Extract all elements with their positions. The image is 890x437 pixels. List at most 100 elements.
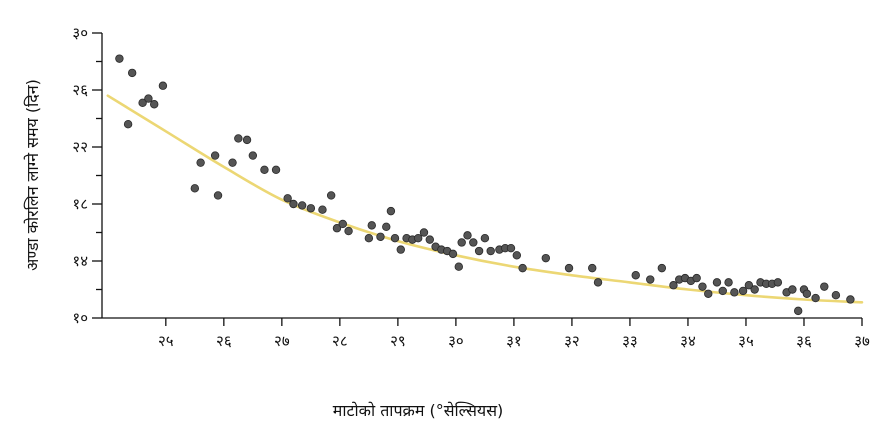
y-tick-label: २२ <box>72 138 88 156</box>
x-tick-label: ३३ <box>622 332 638 350</box>
data-point <box>480 233 490 243</box>
data-point <box>115 54 124 63</box>
data-point <box>228 158 237 167</box>
data-point <box>454 262 463 271</box>
data-point <box>793 306 803 316</box>
data-point <box>657 263 667 273</box>
data-point <box>564 263 574 273</box>
data-point <box>242 135 252 145</box>
trend-line <box>106 94 864 304</box>
data-point <box>382 222 391 231</box>
data-point <box>138 98 147 108</box>
data-point <box>588 263 597 273</box>
data-point <box>213 191 223 200</box>
data-point <box>413 233 423 243</box>
data-point <box>512 251 522 260</box>
x-tick-label: ३२ <box>564 332 580 350</box>
data-point <box>463 231 472 240</box>
data-point <box>196 158 205 167</box>
x-axis: २५ २६ २७ २८ २९ ३० ३१ ३२ ३३ ३४ ३५ ३६ ३७ <box>102 317 870 350</box>
data-point <box>396 245 405 254</box>
data-point <box>271 165 281 174</box>
data-point <box>326 191 336 200</box>
data-point <box>376 232 385 241</box>
data-point <box>289 199 298 209</box>
y-tick-label: १० <box>72 309 88 327</box>
data-point <box>248 151 258 160</box>
data-point <box>144 94 153 103</box>
data-point <box>750 285 759 294</box>
data-point <box>712 278 722 287</box>
data-point <box>718 286 727 296</box>
data-point <box>541 253 551 263</box>
y-tick-label: १८ <box>72 195 88 213</box>
data-point <box>744 281 754 290</box>
y-tick-label: ३० <box>72 24 88 42</box>
data-point <box>518 263 527 273</box>
data-point <box>631 271 640 280</box>
y-ticks: १० १४ १८ २२ २६ ३० <box>72 24 102 327</box>
y-tick-label: १४ <box>72 252 88 270</box>
data-point <box>210 151 220 160</box>
x-tick-label: ३० <box>448 332 464 350</box>
data-point <box>190 184 200 193</box>
y-tick-label: २६ <box>72 81 88 99</box>
data-point <box>344 226 353 236</box>
data-point <box>831 291 841 300</box>
data-point <box>646 275 655 284</box>
data-point <box>474 246 484 256</box>
data-point <box>332 224 342 233</box>
data-point <box>448 249 458 259</box>
data-point <box>669 281 678 290</box>
data-point <box>773 278 783 287</box>
data-points <box>115 54 855 316</box>
data-point <box>692 273 701 283</box>
data-point <box>469 238 478 247</box>
data-point <box>788 285 797 294</box>
data-point <box>158 81 168 90</box>
data-point <box>306 204 316 213</box>
data-point <box>419 228 429 237</box>
data-point <box>297 201 307 210</box>
data-point <box>730 288 739 297</box>
data-point <box>367 221 376 230</box>
data-point <box>811 293 820 303</box>
x-tick-label: ३६ <box>796 332 812 350</box>
x-tick-label: ३४ <box>680 332 696 350</box>
x-axis-title: माटोको तापक्रम (°सेल्सियस) <box>333 401 504 420</box>
x-tick-label: २७ <box>274 332 290 350</box>
data-point <box>724 278 733 287</box>
data-point <box>802 289 812 298</box>
data-point <box>698 282 707 291</box>
y-axis: १० १४ १८ २२ २६ ३० <box>72 24 103 327</box>
data-point <box>364 233 374 243</box>
data-point <box>457 238 466 247</box>
x-tick-label: २६ <box>216 332 232 350</box>
data-point <box>260 165 269 174</box>
x-tick-label: २८ <box>332 332 348 350</box>
data-point <box>127 68 137 78</box>
data-point <box>338 219 347 229</box>
data-point <box>846 295 855 304</box>
x-tick-label: २५ <box>158 332 174 350</box>
data-point <box>820 282 829 291</box>
data-point <box>506 243 516 253</box>
data-point <box>386 206 396 216</box>
data-point <box>234 134 243 143</box>
x-tick-label: ३१ <box>506 332 522 350</box>
data-point <box>318 205 327 214</box>
data-point <box>704 289 713 298</box>
data-point <box>425 235 434 244</box>
data-point <box>390 233 400 243</box>
data-point <box>486 246 495 256</box>
x-ticks: २५ २६ २७ २८ २९ ३० ३१ ३२ ३३ ३४ ३५ ३६ ३७ <box>158 318 870 350</box>
data-point <box>738 286 748 296</box>
y-axis-title: अण्डा कोरलिन लाग्ने समय (दिन) <box>23 79 42 271</box>
data-point <box>593 278 603 287</box>
data-point <box>123 119 133 129</box>
x-tick-label: ३७ <box>854 332 870 350</box>
data-point <box>283 194 292 203</box>
data-point <box>150 100 159 109</box>
x-tick-label: २९ <box>390 332 406 350</box>
